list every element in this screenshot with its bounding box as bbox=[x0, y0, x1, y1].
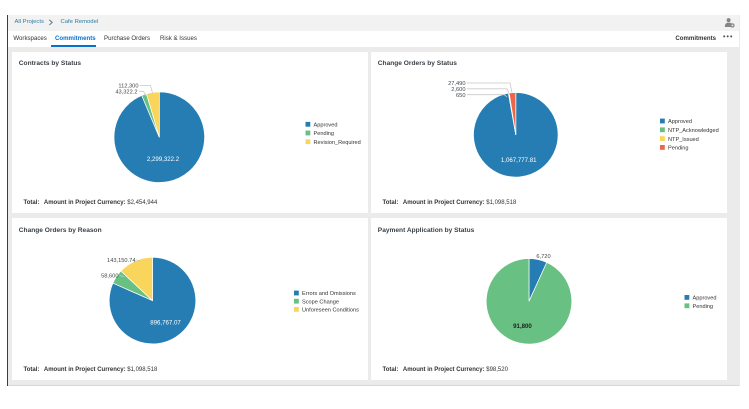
svg-text:43,322.2: 43,322.2 bbox=[115, 90, 137, 96]
svg-text:Approved: Approved bbox=[314, 123, 338, 129]
svg-text:Revision_Required: Revision_Required bbox=[314, 140, 361, 146]
svg-text:58,600: 58,600 bbox=[101, 273, 118, 279]
svg-text:27,490: 27,490 bbox=[448, 81, 465, 87]
svg-text:1,067,777.81: 1,067,777.81 bbox=[501, 157, 537, 164]
svg-text:2,299,322.2: 2,299,322.2 bbox=[147, 156, 180, 163]
svg-text:Approved: Approved bbox=[693, 296, 717, 302]
svg-text:Pending: Pending bbox=[314, 131, 335, 137]
svg-text:NTP_Issued: NTP_Issued bbox=[668, 137, 699, 143]
svg-text:Pending: Pending bbox=[668, 146, 689, 152]
svg-text:NTP_Acknowledged: NTP_Acknowledged bbox=[668, 128, 719, 134]
svg-text:112,300: 112,300 bbox=[118, 84, 138, 90]
svg-text:Approved: Approved bbox=[668, 119, 692, 125]
svg-text:91,800: 91,800 bbox=[513, 323, 532, 330]
svg-text:Scope Change: Scope Change bbox=[302, 299, 339, 305]
svg-text:896,767.07: 896,767.07 bbox=[150, 320, 181, 327]
svg-text:Unforeseen Conditions: Unforeseen Conditions bbox=[302, 308, 359, 314]
svg-text:650: 650 bbox=[456, 93, 466, 99]
svg-text:2,600: 2,600 bbox=[451, 87, 465, 93]
svg-text:Pending: Pending bbox=[693, 304, 714, 310]
svg-text:143,150.74: 143,150.74 bbox=[107, 258, 135, 264]
svg-text:6,720: 6,720 bbox=[536, 254, 550, 260]
svg-text:Errors and Omissions: Errors and Omissions bbox=[302, 291, 356, 297]
